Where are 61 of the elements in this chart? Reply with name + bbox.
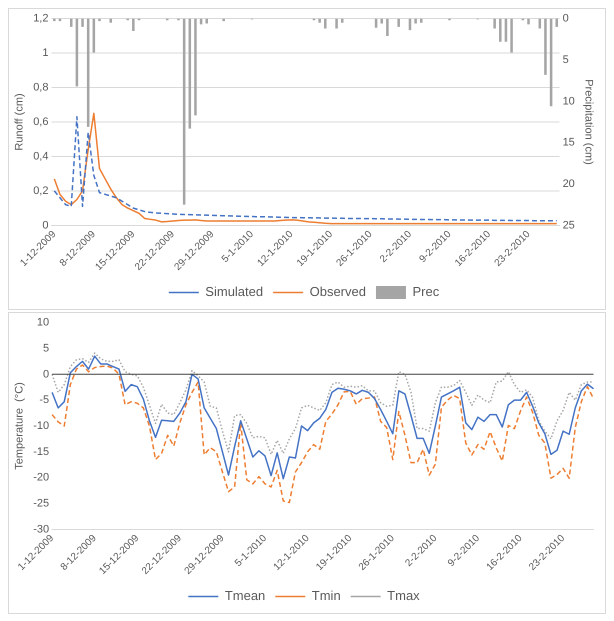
y-tick-label: 10 xyxy=(36,316,50,329)
bar xyxy=(194,18,197,116)
bar xyxy=(81,18,84,27)
y-axis-title: Temperature (°C) xyxy=(14,382,26,470)
y-tick-label: 0 xyxy=(42,219,48,232)
bar xyxy=(86,18,90,127)
bar xyxy=(386,18,389,36)
y-tick-label: 0,8 xyxy=(33,82,48,94)
y-tick-label: 0 xyxy=(42,368,50,380)
bar xyxy=(544,18,547,75)
y-axis-title: Runoff (cm) xyxy=(14,93,26,151)
bar xyxy=(538,18,542,29)
bar xyxy=(408,18,412,30)
bar xyxy=(335,18,338,29)
y-tick-label: -10 xyxy=(33,420,50,432)
legend-label: Observed xyxy=(310,284,366,300)
line-series xyxy=(51,364,594,504)
y-tick-label: 1 xyxy=(42,47,48,60)
y-tick-label: -25 xyxy=(33,498,50,510)
y-tick-label: -30 xyxy=(33,523,50,536)
bar xyxy=(132,18,135,32)
y2-tick-label: 20 xyxy=(562,178,575,190)
y-tick-label: 0,2 xyxy=(33,184,48,197)
y-tick-label: 5 xyxy=(42,342,50,354)
y2-tick-label: 0 xyxy=(562,12,569,25)
legend-label: Simulated xyxy=(205,284,264,300)
y2-tick-label: 10 xyxy=(562,95,575,108)
y-tick-label: -15 xyxy=(33,446,50,458)
y-tick-label: 0,6 xyxy=(33,116,48,128)
y-tick-label: 0,4 xyxy=(33,150,48,162)
y2-tick-label: 5 xyxy=(562,54,569,66)
legend-label: Tmean xyxy=(224,588,266,604)
y2-tick-label: 15 xyxy=(562,136,575,149)
bar xyxy=(504,18,508,42)
legend-label: Prec xyxy=(412,284,440,300)
bar xyxy=(182,18,186,205)
bar xyxy=(414,18,417,24)
bar xyxy=(374,18,378,28)
bar xyxy=(188,18,192,129)
bar xyxy=(70,18,73,27)
bar xyxy=(324,18,327,29)
bar xyxy=(92,18,96,53)
bar xyxy=(510,18,513,53)
bar xyxy=(550,18,552,106)
y-tick-label: -20 xyxy=(33,472,50,484)
bar xyxy=(205,18,208,24)
y-tick-label: 1,2 xyxy=(33,12,48,25)
bar xyxy=(493,18,496,29)
y-tick-label: -5 xyxy=(39,394,50,406)
line-series xyxy=(51,352,594,456)
y2-axis-title: Precipitation (cm) xyxy=(582,79,594,165)
bar xyxy=(397,18,400,27)
bar xyxy=(555,18,558,27)
legend-label: Tmin xyxy=(312,588,341,604)
y2-tick-label: 25 xyxy=(562,219,575,232)
bar xyxy=(499,18,502,42)
bar xyxy=(527,18,530,24)
bar xyxy=(380,18,384,24)
bar xyxy=(76,18,78,86)
legend-label: Tmax xyxy=(387,588,420,604)
bar xyxy=(200,18,202,24)
